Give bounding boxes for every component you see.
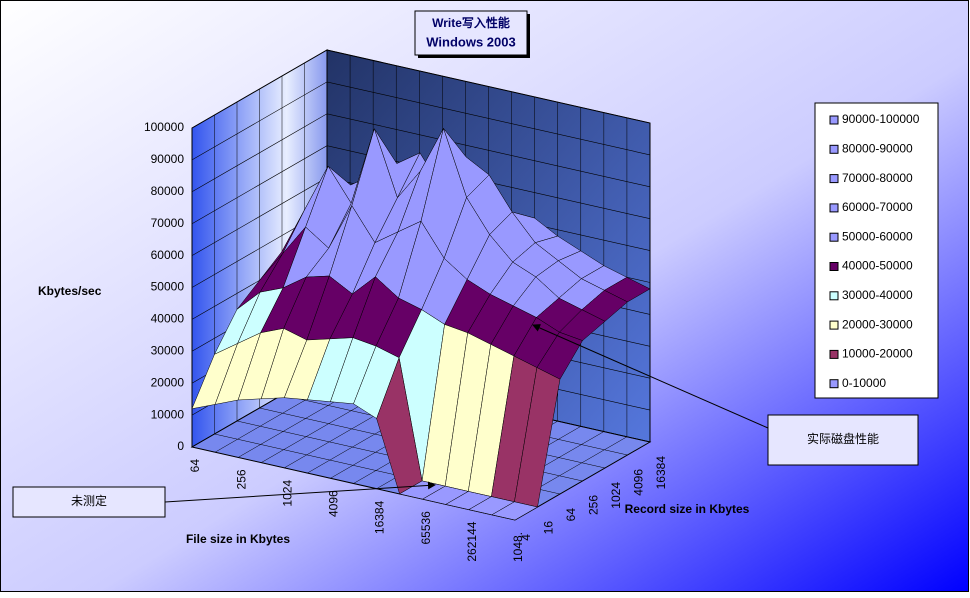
depth-axis-title: Record size in Kbytes [625, 502, 750, 516]
depth-tick-label: 64 [564, 508, 578, 522]
legend-swatch [829, 203, 839, 213]
grid-line [191, 49, 651, 129]
depth-tick-label: 16 [542, 521, 556, 535]
legend-label: 0-10000 [842, 376, 886, 390]
chart-title: Write写入性能 [432, 15, 510, 30]
z-tick-label: 10000 [151, 407, 185, 421]
z-tick-label: 70000 [151, 216, 185, 230]
z-tick-label: 30000 [151, 343, 185, 357]
legend-label: 30000-40000 [842, 288, 913, 302]
z-tick-label: 90000 [151, 152, 185, 166]
z-tick-label: 0 [177, 439, 184, 453]
depth-tick-label: 1024 [609, 482, 623, 509]
legend-label: 40000-50000 [842, 259, 913, 273]
legend-label: 80000-90000 [842, 141, 913, 155]
legend-label: 20000-30000 [842, 317, 913, 331]
x-axis-title: File size in Kbytes [186, 532, 290, 546]
grid-line [191, 113, 651, 193]
plot-area: 0 10000 20000 30000 40000 50000 60000 70000 8000… [144, 49, 668, 562]
grid-line [191, 81, 651, 161]
annotation: 实际磁盘性能 [807, 431, 879, 446]
legend-swatch [829, 349, 839, 359]
legend: 90000-100000 80000-90000 70000-80000 60000-… [829, 112, 920, 390]
depth-tick-label: 256 [587, 495, 601, 515]
depth-tick-label: 4 [519, 534, 533, 541]
x-tick-label: 1048. [511, 532, 525, 562]
legend-swatch [829, 291, 839, 301]
annotation-box [767, 414, 919, 466]
grid-line [191, 145, 651, 224]
legend-label: 60000-70000 [842, 200, 913, 214]
x-tick-label: 1024 [280, 480, 294, 507]
legend-label: 50000-60000 [842, 229, 913, 243]
x-tick-label: 4096 [327, 490, 341, 517]
legend-label: 90000-100000 [842, 112, 920, 126]
annotation-arrow [532, 324, 769, 429]
surface-cell [491, 501, 539, 521]
x-tick-label: 262144 [465, 521, 479, 561]
legend-label: 70000-80000 [842, 171, 913, 185]
legend-swatch [829, 262, 839, 271]
chart-subtitle: Windows 2003 [426, 34, 515, 49]
z-tick-label: 40000 [151, 312, 185, 326]
legend-swatch [829, 115, 839, 125]
x-tick-label: 65536 [419, 511, 433, 545]
legend-swatch [829, 174, 839, 184]
legend-label: 10000-20000 [842, 347, 913, 361]
legend-swatch [829, 379, 839, 389]
x-tick-label: 64 [188, 459, 202, 473]
title-box [414, 10, 528, 56]
annotation: 未测定 [71, 493, 107, 508]
z-tick-label: 100000 [144, 120, 184, 134]
z-axis-title: Kbytes/sec [38, 284, 102, 298]
z-tick-label: 80000 [151, 184, 185, 198]
legend-swatch [829, 144, 839, 154]
z-tick-label: 60000 [151, 248, 185, 262]
z-tick-label: 20000 [151, 375, 185, 389]
depth-tick-label: 16384 [654, 456, 668, 490]
legend-swatch [829, 232, 839, 242]
depth-tick-label: 4096 [632, 469, 646, 496]
legend-swatch [829, 320, 839, 330]
annotation-box [12, 486, 166, 518]
annotation-arrow [164, 481, 436, 503]
x-tick-label: 16384 [373, 500, 387, 534]
z-tick-label: 50000 [151, 280, 185, 294]
x-tick-label: 256 [234, 469, 248, 489]
